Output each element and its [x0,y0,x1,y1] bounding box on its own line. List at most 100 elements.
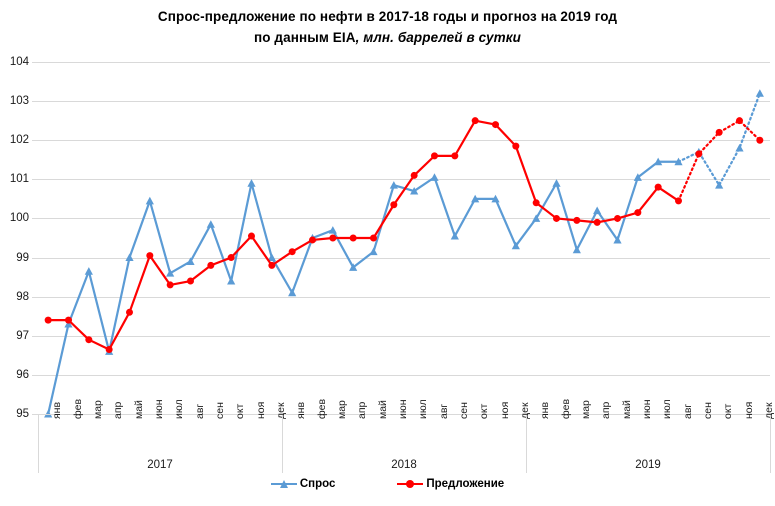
data-point-marker [227,276,236,285]
data-point-marker [186,257,195,265]
data-point-marker [552,179,561,187]
data-point-marker [247,179,256,187]
data-point-marker [369,247,378,256]
data-point-marker [715,128,723,136]
x-axis-tick-label: апр [588,402,612,473]
legend-key-icon [397,478,424,490]
data-point-marker [349,263,358,271]
data-point-marker [431,152,438,160]
data-point-marker [105,345,113,353]
data-point-marker [44,409,53,418]
series-layer [44,89,764,418]
data-point-marker [511,241,520,250]
data-point-marker [593,218,601,226]
data-point-marker [328,226,337,234]
x-axis-tick-label: сен [202,402,226,473]
y-axis-tick-mark [32,257,38,259]
x-axis-tick-label: авг [182,404,206,473]
data-point-marker [145,196,154,205]
x-axis-tick-label: май [609,400,633,473]
data-point-marker [553,214,560,222]
data-point-marker [532,199,540,207]
gridline [38,62,770,63]
x-axis-tick-label: фев [304,399,328,473]
chart-legend: Спрос Предложение [0,478,775,490]
x-axis-tick-label: июл [161,399,185,473]
gridline [38,218,770,220]
data-point-marker [491,194,500,203]
data-point-marker [735,143,744,152]
x-axis-tick-label: май [365,400,389,473]
legend-label: Спрос [299,478,336,490]
data-point-marker [451,152,459,160]
y-axis-tick-label: 101 [9,173,29,186]
gridline [38,335,770,337]
y-axis-tick-mark [32,62,38,63]
data-point-marker [654,183,662,191]
data-point-marker [410,171,418,179]
gridline [38,140,770,142]
y-axis-tick-mark [32,179,38,181]
data-point-marker [654,157,663,166]
x-axis-tick-label: янв [39,402,63,473]
x-axis-tick-label: июн [141,399,165,473]
data-point-marker [288,288,297,297]
data-point-marker [430,173,439,181]
chart-title-line2: по данным EIA, млн. баррелей в сутки [0,27,775,48]
data-point-marker [64,319,73,328]
y-axis-tick-label: 102 [9,134,29,147]
y-axis-tick-label: 97 [16,329,29,342]
x-axis-tick-label: окт [710,404,734,473]
y-axis-tick-label: 95 [16,408,29,420]
x-axis-tick-label-text: дек [762,402,775,419]
x-axis-tick-label: ноя [243,402,267,473]
data-point-marker [471,117,479,125]
data-point-marker [267,253,276,262]
y-axis-tick-label: 99 [16,251,29,264]
x-axis-tick-label: окт [466,404,490,473]
data-point-marker [65,316,72,324]
x-axis-tick-label: авг [426,404,450,473]
data-point-marker [349,234,357,242]
x-axis-tick-label: ноя [487,402,511,473]
data-point-marker [410,186,419,195]
chart-title-line2-italic: , млн. баррелей в сутки [355,30,522,45]
data-point-marker [268,261,276,269]
x-axis-labels: янв фев мар апр май июн июл авг сен окт ноя дек янв ф… [38,399,775,473]
x-axis-tick-label: июн [629,399,653,473]
data-point-marker [450,231,459,240]
x-axis-tick-label: фев [60,399,84,473]
x-axis-tick-label: апр [100,402,124,473]
data-point-marker [248,232,255,240]
x-axis-tick-label: май [121,400,145,473]
y-axis-tick-label: 100 [9,212,29,225]
data-point-marker [675,197,682,205]
y-axis-tick-mark [32,218,38,220]
data-point-marker [207,261,215,269]
data-point-marker [126,308,133,316]
data-point-marker [572,245,581,254]
legend-key-icon [270,478,297,490]
chart-title: Спрос-предложение по нефти в 2017-18 год… [0,6,775,48]
data-point-marker [146,252,154,260]
chart-title-line1: Спрос-предложение по нефти в 2017-18 год… [157,9,618,24]
y-axis-tick-mark [32,101,38,103]
x-axis-tick-label: апр [344,402,368,473]
gridline [38,101,770,103]
data-point-marker [674,157,683,166]
triangle-marker-icon [279,480,288,488]
x-axis-tick-label: мар [80,400,104,473]
data-point-marker [715,181,724,189]
x-axis-tick-label: дек [263,402,287,473]
x-axis-tick-label: ноя [731,402,755,473]
data-point-marker [389,181,398,189]
legend-item[interactable]: Предложение [397,478,504,490]
x-axis-line [38,414,770,415]
circle-marker-icon [406,480,415,488]
data-point-marker [633,173,642,181]
gridline [38,257,770,259]
data-point-marker [370,234,377,242]
legend-item[interactable]: Спрос [270,478,336,490]
data-point-marker [756,136,764,144]
y-axis-tick-label: 98 [16,290,29,303]
